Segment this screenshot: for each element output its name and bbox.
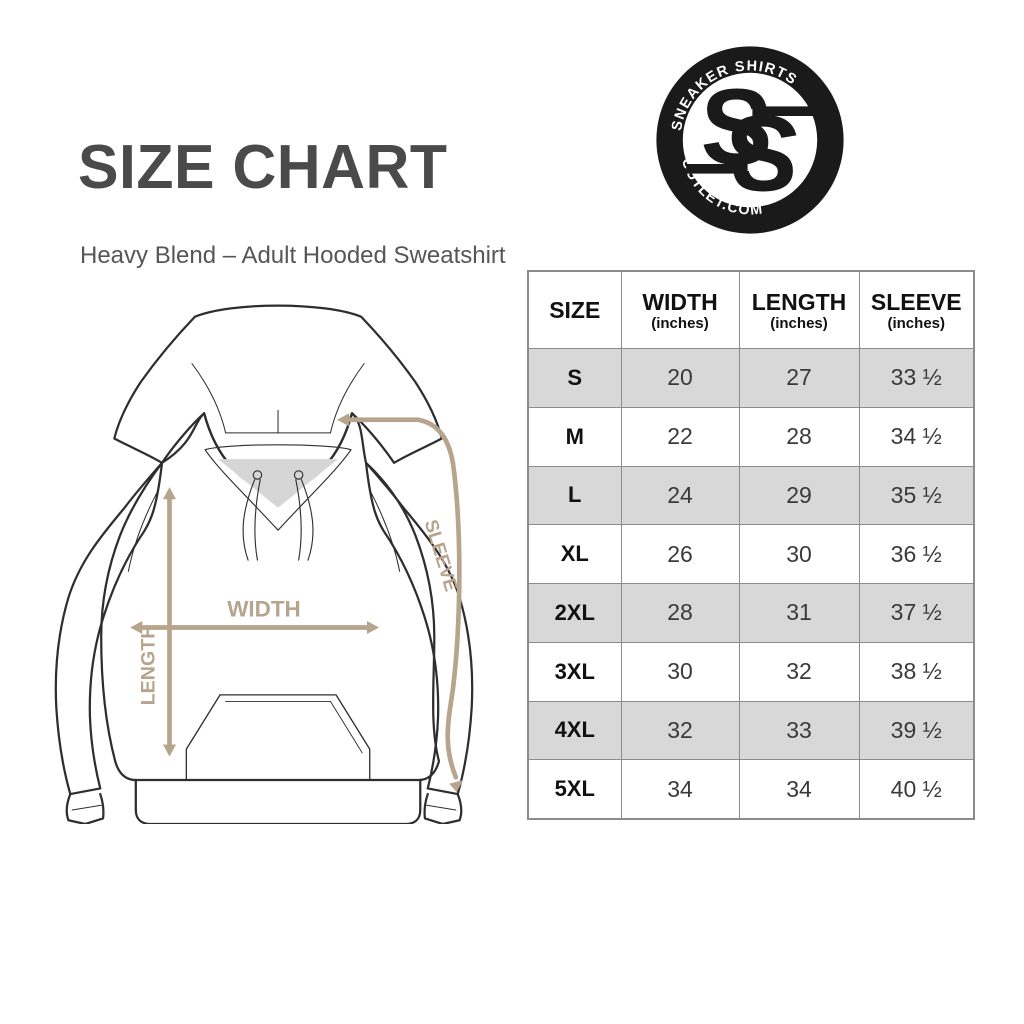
svg-text:LENGTH: LENGTH <box>138 625 160 706</box>
svg-text:SLEEVE: SLEEVE <box>421 517 463 594</box>
svg-text:WIDTH: WIDTH <box>227 596 301 621</box>
